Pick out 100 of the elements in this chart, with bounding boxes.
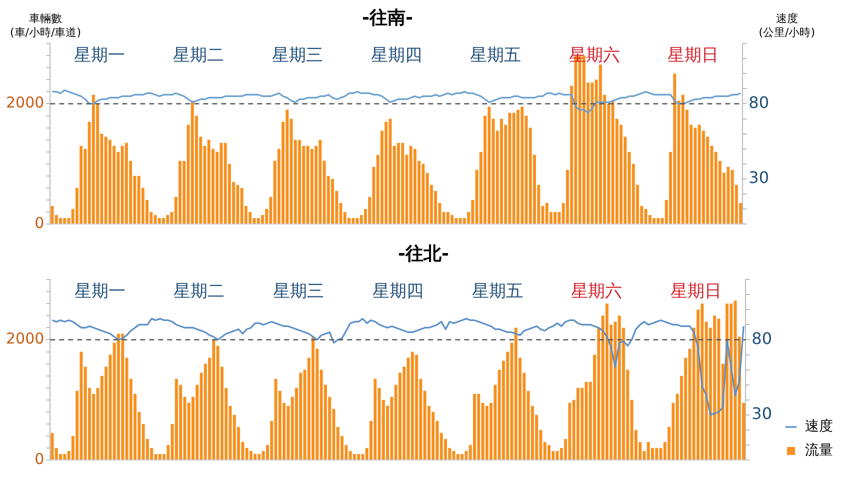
bar: [656, 218, 660, 224]
bar: [730, 170, 734, 224]
bar: [454, 218, 458, 224]
bar: [224, 142, 227, 224]
bar: [545, 202, 548, 224]
bar: [646, 442, 650, 460]
legend-label: 速度: [805, 418, 833, 435]
annotation: 星期日: [670, 282, 722, 302]
bar: [554, 212, 557, 224]
bar: [212, 340, 216, 460]
bar: [700, 304, 704, 460]
bar: [331, 178, 334, 224]
bar: [357, 454, 360, 460]
bar: [63, 454, 66, 460]
bar: [485, 406, 488, 460]
bar: [512, 112, 516, 224]
bar: [80, 352, 83, 460]
annotation: 星期四: [370, 46, 422, 66]
bar: [166, 214, 170, 224]
annotation: 星期二: [174, 282, 225, 302]
annotation: 星期五: [470, 46, 521, 66]
annotation: 星期三: [273, 282, 324, 302]
annotation: 星期一: [74, 282, 126, 302]
bar: [450, 214, 454, 224]
bar: [137, 176, 140, 224]
y2-axis-title: 速度 (公里/小時): [758, 12, 815, 40]
bar: [108, 140, 112, 224]
bar: [116, 334, 120, 460]
bar: [240, 188, 244, 224]
bar: [220, 142, 223, 224]
bar: [154, 214, 157, 224]
bar: [352, 454, 356, 460]
bar: [458, 218, 462, 224]
bar: [584, 382, 588, 460]
bar: [717, 318, 720, 460]
bar: [488, 106, 491, 224]
y2-tick-label: 80: [752, 328, 772, 348]
bar: [312, 336, 315, 460]
bar: [556, 450, 559, 460]
y2-tick-label: 80: [748, 92, 769, 112]
bar: [576, 388, 580, 460]
bar: [190, 100, 194, 224]
bar: [652, 218, 656, 224]
bar: [516, 110, 520, 224]
bar: [92, 94, 95, 224]
bar: [452, 450, 456, 460]
bar: [310, 148, 314, 224]
bar: [158, 454, 162, 460]
bar: [698, 124, 701, 224]
bar: [120, 146, 124, 224]
bar: [299, 372, 302, 460]
chart-title: -往北-: [398, 243, 449, 264]
bar: [162, 218, 166, 224]
y-tick-label: 2000: [6, 330, 44, 348]
annotation: 星期二: [173, 46, 224, 66]
bar: [673, 74, 676, 224]
legend-label: 流量: [805, 442, 833, 459]
bar: [618, 316, 621, 460]
bar: [274, 378, 278, 460]
bar: [174, 378, 178, 460]
chart-title: -往南-: [362, 7, 413, 28]
bar: [306, 146, 310, 224]
bar: [410, 352, 414, 460]
bar: [254, 454, 257, 460]
bar: [298, 140, 302, 224]
bar: [374, 378, 377, 460]
annotation: 星期一: [74, 46, 126, 66]
y-tick-label: 0: [34, 450, 44, 468]
bar: [605, 304, 608, 460]
bar: [734, 300, 737, 460]
bar: [713, 316, 716, 460]
bar: [655, 448, 658, 460]
bar: [598, 64, 602, 224]
bar: [63, 218, 66, 224]
bar: [178, 160, 182, 224]
bar: [409, 146, 412, 224]
bar: [388, 118, 392, 224]
bar: [80, 146, 83, 224]
annotation: 星期五: [472, 282, 523, 302]
bar: [413, 148, 416, 224]
annotation: 星期三: [272, 46, 323, 66]
bar: [401, 142, 404, 224]
bar: [514, 328, 518, 460]
bar: [249, 450, 252, 460]
bar: [58, 218, 62, 224]
bar: [121, 334, 124, 460]
bar: [500, 118, 503, 224]
y-axis-title: 車輛數 (車/小時/車道): [10, 12, 81, 40]
bar: [460, 454, 464, 460]
annotation: 星期六: [568, 46, 620, 66]
annotation: 星期日: [668, 46, 719, 66]
bar: [104, 136, 108, 224]
bar: [396, 142, 400, 224]
y-tick-label: 0: [34, 214, 44, 232]
y-tick-label: 2000: [6, 94, 44, 112]
bar: [236, 184, 240, 224]
bar: [644, 208, 648, 224]
bar: [456, 454, 460, 460]
bar: [207, 140, 210, 224]
bar: [548, 444, 550, 460]
